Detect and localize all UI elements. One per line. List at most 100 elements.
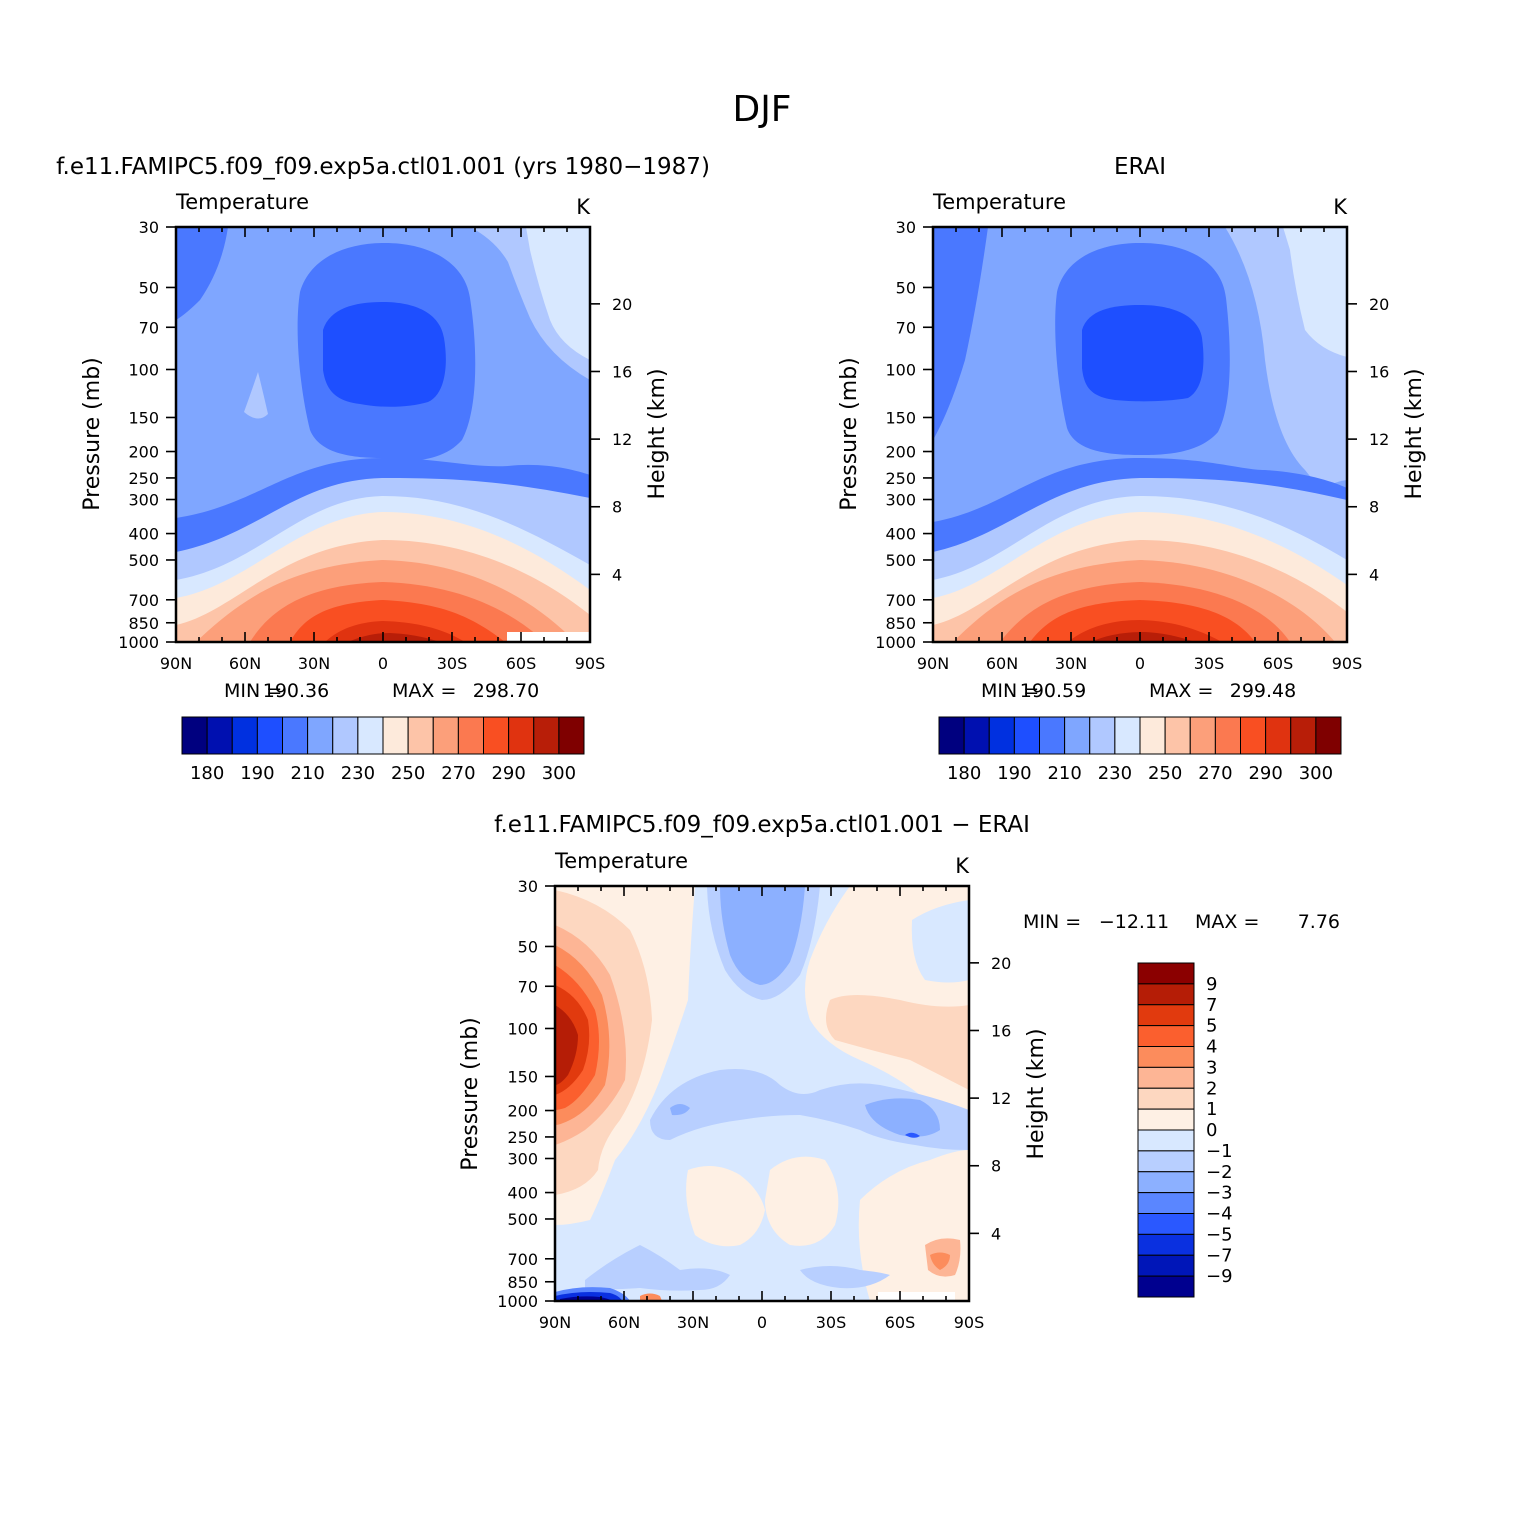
max-value: 7.76 [1298,911,1340,933]
min-label: MIN = [224,680,282,702]
contour-fill [1283,227,1347,357]
y-tick-label: 500 [885,551,916,570]
colorbar-swatch [1137,983,1195,1006]
colorbar-label: −9 [1206,1266,1233,1287]
colorbar-swatch [1265,716,1292,755]
y-tick-label: 300 [507,1150,538,1169]
y-right-tick-label: 16 [1369,362,1389,381]
y-right-tick-label: 4 [1369,565,1379,584]
y-tick-label: 50 [139,278,159,297]
colorbar-swatch [1137,1087,1195,1110]
x-tick-label: 60N [608,1313,640,1332]
colorbar-swatch [1137,1129,1195,1152]
contour-fill [348,633,440,642]
max-value: 298.70 [473,680,539,702]
colorbar-swatch [407,716,434,755]
colorbar-swatch [1089,716,1116,755]
colorbar-label: 270 [441,763,475,784]
min-label: MIN = [981,680,1039,702]
variable-label: Temperature [175,190,309,214]
colorbar-label: 230 [1098,763,1132,784]
colorbar-label: 230 [341,763,375,784]
max-label: MAX = [1149,680,1213,702]
min-value: 190.59 [1020,680,1086,702]
y-tick-label: 850 [507,1273,538,1292]
colorbar-swatch [1189,716,1216,755]
units-label: K [576,195,591,219]
colorbar-label: 250 [1148,763,1182,784]
contour-fill [325,621,465,642]
contour-fill [526,227,590,360]
y-tick-label: 100 [885,360,916,379]
x-tick-label: 30N [298,654,330,673]
contour-fill [686,1166,765,1247]
colorbar-swatch [508,716,535,755]
x-tick-label: 90S [1332,654,1363,673]
colorbar-label: 190 [240,763,274,784]
difference-panel: f.e11.FAMIPC5.f09_f09.exp5a.ctl01.001 − … [458,812,1340,1332]
contour-fill [933,227,988,440]
y-tick-label: 70 [896,318,916,337]
colorbar-label: −7 [1206,1245,1233,1266]
x-tick-label: 0 [757,1313,767,1332]
colorbar-swatch [181,716,208,755]
y-tick-label: 150 [128,408,159,427]
contour-fill [1082,305,1204,402]
x-tick-label: 0 [378,654,388,673]
colorbar-label: 210 [290,763,324,784]
colorbar-label: 290 [491,763,525,784]
temperature-field [176,227,590,642]
colorbar-swatch [1137,1025,1195,1047]
colorbar-swatch [1137,1171,1195,1194]
colorbar-label: 3 [1206,1057,1217,1078]
colorbar-label: 270 [1198,763,1232,784]
max-label: MAX = [392,680,456,702]
y-tick-label: 70 [139,318,159,337]
axes: 90N 60N 30N 0 30S 60S 90S 30 50 70 100 150 200 250 300… [497,877,1011,1332]
contour-fill [640,1293,662,1301]
x-tick-label: 90N [160,654,192,673]
y-axis-right-label: Height (km) [1024,1028,1049,1159]
y-right-tick-label: 8 [991,1157,1001,1176]
colorbar-swatch [1164,716,1191,755]
axes: 90N 60N 30N 0 30S 60S 90S 30 50 70 100 150 200 250 300… [875,218,1389,673]
max-label: MAX = [1195,911,1259,933]
contour-fill [826,995,969,1090]
contour-fill [865,1098,940,1137]
y-tick-label: 50 [518,937,538,956]
colorbar-swatch [533,716,560,755]
colorbar-label: −5 [1206,1224,1233,1245]
contour-fill [930,1252,950,1270]
missing-data [878,1292,955,1301]
colorbar-swatch [1137,1254,1195,1277]
colorbar-label: 250 [391,763,425,784]
contour-fill [720,886,805,985]
y-tick-label: 150 [507,1067,538,1086]
min-value: −12.11 [1099,911,1169,933]
y-tick-label: 400 [507,1184,538,1203]
temperature-field [933,227,1347,642]
y-tick-label: 250 [507,1128,538,1147]
colorbar-swatch [256,716,283,755]
y-tick-label: 70 [518,977,538,996]
colorbar-swatch [1137,1004,1195,1027]
colorbar-label: 7 [1206,995,1217,1016]
colorbar-swatch [357,716,384,755]
colorbar-swatch [988,716,1015,755]
x-tick-label: 0 [1135,654,1145,673]
colorbar-label: 180 [947,763,981,784]
y-tick-label: 150 [885,408,916,427]
colorbar-label: 1 [1206,1099,1217,1120]
y-right-tick-label: 12 [612,430,632,449]
y-right-tick-label: 12 [991,1089,1011,1108]
y-tick-label: 300 [128,491,159,510]
colorbar-label: −3 [1206,1183,1233,1204]
y-right-tick-label: 4 [612,565,622,584]
units-label: K [1333,195,1348,219]
colorbar-swatch [1137,1213,1195,1235]
colorbar-label: 0 [1206,1120,1217,1141]
y-tick-label: 400 [128,525,159,544]
colorbar-swatch [1064,716,1091,755]
panel-title: f.e11.FAMIPC5.f09_f09.exp5a.ctl01.001 − … [494,812,1030,838]
y-tick-label: 500 [128,551,159,570]
